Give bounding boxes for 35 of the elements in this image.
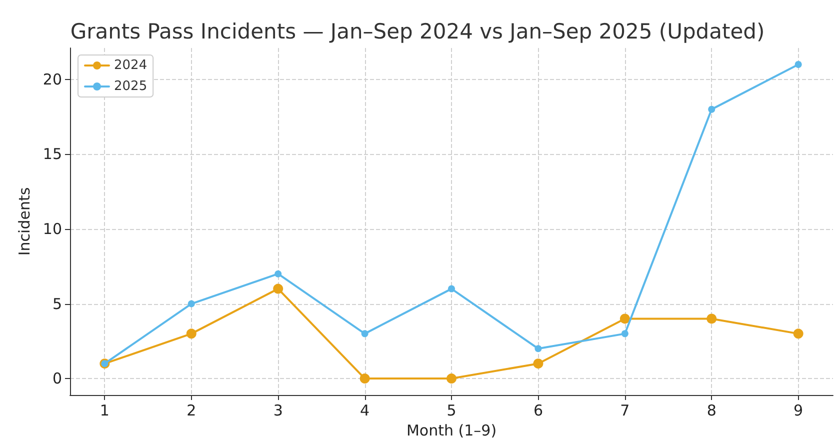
- x-tick-label: 1: [100, 402, 110, 420]
- x-tick-label: 4: [360, 402, 370, 420]
- point: [706, 314, 717, 324]
- y-tick-label: 15: [42, 145, 62, 164]
- x-tick-label: 2: [186, 402, 196, 420]
- x-tick-label: 8: [706, 402, 716, 420]
- point: [446, 374, 456, 384]
- x-tick-label: 3: [273, 402, 283, 420]
- point: [188, 300, 195, 308]
- x-tick-label: 5: [446, 402, 456, 420]
- point: [533, 358, 544, 369]
- y-axis-title: Incidents: [16, 187, 34, 256]
- point: [361, 330, 368, 338]
- point: [274, 270, 282, 278]
- x-tick-label: 6: [533, 402, 543, 420]
- point: [708, 106, 716, 113]
- y-tick-label: 20: [42, 70, 62, 88]
- x-tick-label: 7: [620, 402, 630, 420]
- y-tick-label: 10: [42, 220, 62, 238]
- point: [621, 330, 628, 338]
- point: [620, 314, 630, 324]
- y-tick-label: 0: [52, 370, 62, 388]
- point: [793, 328, 804, 339]
- point: [448, 285, 455, 292]
- y-tick-label: 5: [52, 294, 62, 313]
- point: [186, 328, 196, 339]
- point: [534, 345, 542, 352]
- point: [273, 284, 284, 294]
- point: [360, 374, 370, 384]
- x-axis-title: Month (1–9): [406, 422, 497, 440]
- legend-label: 2025: [114, 79, 148, 94]
- x-tick-label: 9: [794, 402, 804, 420]
- point: [794, 60, 802, 68]
- chart-title: Grants Pass Incidents — Jan–Sep 2024 vs Jan–Sep 2025 (Updated): [70, 20, 765, 44]
- legend-label: 2024: [114, 58, 148, 73]
